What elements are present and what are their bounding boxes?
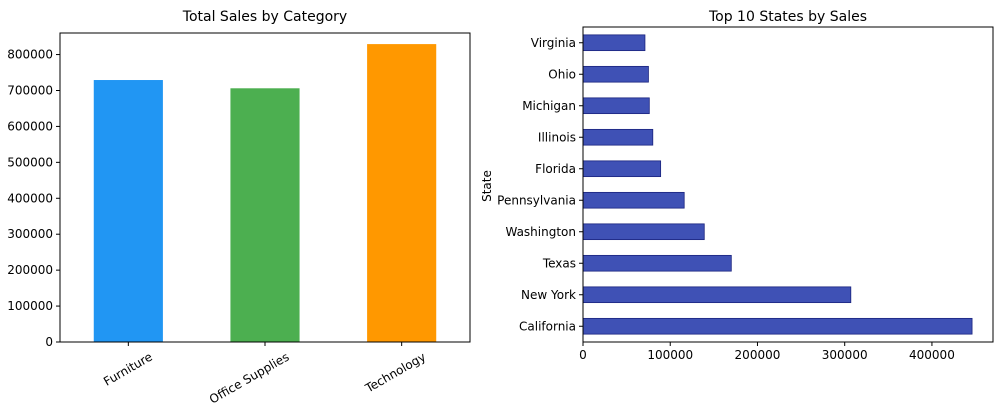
bar-illinois (582, 128, 654, 146)
y-tick-label: 800000 (7, 48, 53, 62)
y-tick-label: 400000 (7, 191, 53, 205)
category-chart-title: Total Sales by Category (182, 9, 347, 25)
y-tick-label-california: California (519, 319, 576, 333)
y-tick-label-washington: Washington (505, 225, 576, 239)
y-tick-label-ohio: Ohio (548, 67, 576, 81)
x-tick-label: 400000 (909, 348, 955, 362)
state-chart-title: Top 10 States by Sales (708, 9, 867, 25)
bar-washington (582, 223, 705, 241)
category-x-axis: Furniture Office Supplies Technology (101, 342, 428, 407)
x-tick-label-office-supplies: Office Supplies (207, 350, 292, 407)
bar-michigan (582, 97, 650, 115)
bar-furniture (93, 80, 163, 343)
bar-california (582, 317, 973, 335)
y-tick-label-new-york: New York (521, 288, 576, 302)
bar-pennsylvania (582, 191, 685, 209)
state-x-axis: 0 100000 200000 300000 400000 (579, 342, 955, 362)
state-plot-frame (582, 26, 994, 343)
x-tick-label: 200000 (735, 348, 781, 362)
y-tick-label: 700000 (7, 83, 53, 97)
bar-virginia (582, 34, 646, 52)
y-tick-label: 500000 (7, 155, 53, 169)
category-bars (93, 44, 437, 343)
state-bars (582, 34, 973, 335)
x-tick-label-technology: Technology (362, 350, 428, 396)
y-tick-label-michigan: Michigan (522, 99, 576, 113)
state-sales-chart: Top 10 States by Sales State California N… (480, 9, 994, 362)
y-tick-label-virginia: Virginia (531, 36, 576, 50)
x-tick-label: 100000 (647, 348, 693, 362)
category-sales-chart: Total Sales by Category 0 100000 200000 300… (7, 9, 471, 407)
y-tick-label: 100000 (7, 299, 53, 313)
state-y-axis: California New York Texas Washington Pennsyl… (497, 36, 583, 333)
y-tick-label-florida: Florida (535, 162, 576, 176)
x-tick-label: 0 (579, 348, 587, 362)
y-tick-label: 0 (45, 335, 53, 349)
bar-technology (367, 44, 437, 343)
bar-ohio (582, 65, 649, 83)
x-tick-label: 300000 (822, 348, 868, 362)
bar-new-york (582, 286, 852, 304)
bar-florida (582, 160, 662, 178)
y-tick-label-illinois: Illinois (538, 130, 576, 144)
category-y-axis: 0 100000 200000 300000 400000 500000 600000 700… (7, 48, 60, 349)
y-tick-label-pennsylvania: Pennsylvania (497, 193, 576, 207)
y-tick-label: 600000 (7, 119, 53, 133)
x-tick-label-furniture: Furniture (101, 350, 155, 389)
state-y-axis-label: State (480, 170, 494, 202)
category-plot-frame (59, 32, 471, 343)
y-tick-label-texas: Texas (542, 256, 576, 270)
bar-office-supplies (230, 88, 300, 343)
bar-texas (582, 254, 732, 272)
y-tick-label: 200000 (7, 263, 53, 277)
y-tick-label: 300000 (7, 227, 53, 241)
